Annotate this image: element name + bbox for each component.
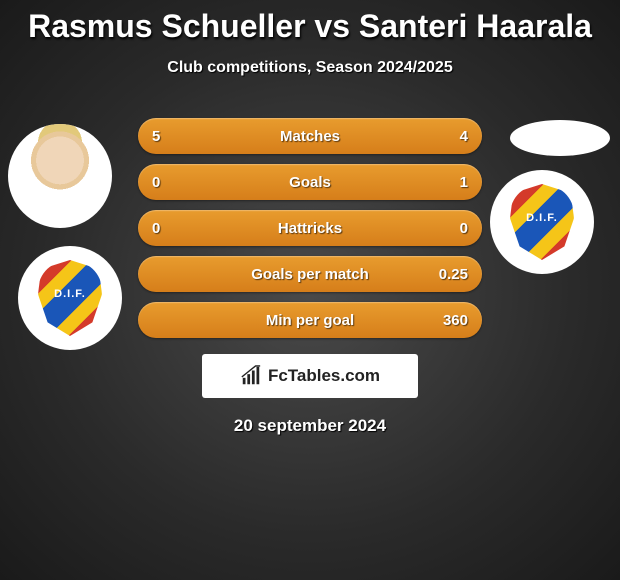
stat-row-goals-per-match: Goals per match 0.25: [138, 256, 482, 292]
stat-value-right: 4: [424, 128, 468, 145]
generated-date: 20 september 2024: [0, 416, 620, 436]
stat-row-hattricks: 0 Hattricks 0: [138, 210, 482, 246]
player1-club-crest: [18, 246, 122, 350]
page-subtitle: Club competitions, Season 2024/2025: [0, 59, 620, 77]
watermark-badge: FcTables.com: [202, 354, 418, 398]
shield-icon: [510, 184, 574, 260]
page-title: Rasmus Schueller vs Santeri Haarala: [0, 0, 620, 45]
stat-label: Goals per match: [196, 266, 424, 283]
stat-label: Matches: [196, 128, 424, 145]
stat-value-right: 0.25: [424, 266, 468, 283]
bar-chart-icon: [240, 365, 262, 387]
stat-row-min-per-goal: Min per goal 360: [138, 302, 482, 338]
stat-row-matches: 5 Matches 4: [138, 118, 482, 154]
player2-club-crest: [490, 170, 594, 274]
stat-value-right: 1: [424, 174, 468, 191]
stat-label: Min per goal: [196, 312, 424, 329]
watermark-text: FcTables.com: [268, 366, 380, 386]
stat-row-goals: 0 Goals 1: [138, 164, 482, 200]
stat-value-left: 5: [152, 128, 196, 145]
player2-avatar: [510, 120, 610, 156]
player1-avatar: [8, 124, 112, 228]
stat-label: Goals: [196, 174, 424, 191]
stat-value-right: 0: [424, 220, 468, 237]
stat-label: Hattricks: [196, 220, 424, 237]
stat-value-left: 0: [152, 220, 196, 237]
stat-value-left: 0: [152, 174, 196, 191]
stats-rows: 5 Matches 4 0 Goals 1 0 Hattricks 0 Goal…: [138, 118, 482, 348]
player1-face-placeholder: [8, 124, 112, 228]
shield-icon: [38, 260, 102, 336]
stat-value-right: 360: [424, 312, 468, 329]
